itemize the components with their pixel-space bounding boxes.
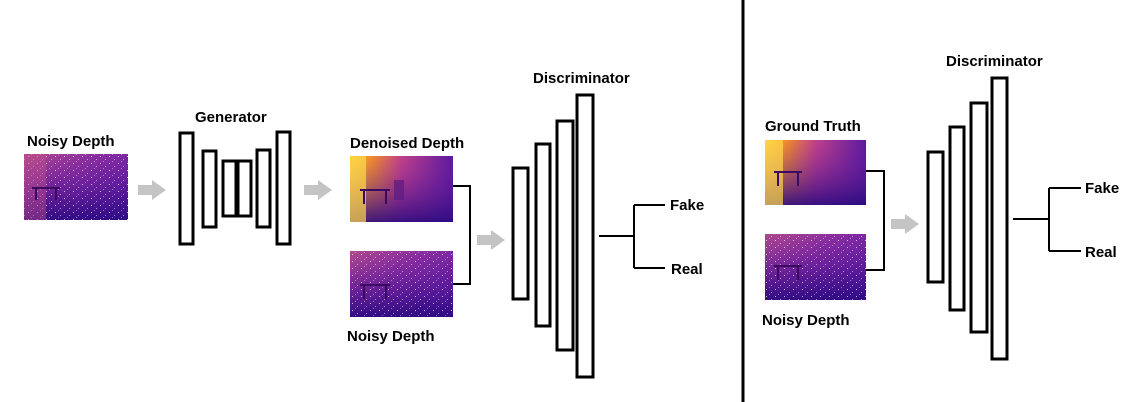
pair-bracket-left: [453, 185, 471, 285]
noisy-depth-label-right: Noisy Depth: [762, 312, 850, 329]
discriminator-layer: [575, 93, 595, 379]
ground-truth-image: [765, 140, 866, 205]
real-label-right: Real: [1085, 244, 1117, 261]
ground-truth-label: Ground Truth: [765, 118, 861, 135]
generator-layer: [275, 130, 292, 246]
fake-label-left: Fake: [670, 197, 704, 214]
arrow-to-denoised: [304, 180, 332, 200]
discriminator-network-right: [926, 76, 1009, 361]
real-label-left: Real: [671, 261, 703, 278]
denoised-depth-label: Denoised Depth: [350, 135, 464, 152]
output-fork-right: [1013, 187, 1081, 252]
discriminator-layer: [534, 142, 552, 328]
noisy-depth-image-right: [765, 234, 866, 300]
discriminator-layer: [926, 150, 945, 284]
noisy-depth-label-left: Noisy Depth: [347, 328, 435, 345]
discriminator-network-left: [511, 93, 595, 379]
generator-layer: [221, 159, 238, 218]
discriminator-layer: [990, 76, 1009, 361]
input-noisy-depth-image: [24, 154, 128, 220]
discriminator-label-left: Discriminator: [533, 70, 630, 87]
noisy-depth-image-left: [350, 251, 453, 317]
generator-layer: [178, 131, 195, 246]
generator-layer: [201, 149, 218, 229]
fake-label-right: Fake: [1085, 180, 1119, 197]
discriminator-layer: [948, 125, 966, 312]
discriminator-label-right: Discriminator: [946, 53, 1043, 70]
discriminator-layer: [511, 166, 530, 301]
arrow-to-discriminator-left: [477, 230, 505, 250]
output-fork-left: [599, 204, 665, 269]
generator-layer: [236, 159, 253, 218]
generator-layer: [255, 148, 272, 229]
discriminator-layer: [969, 101, 989, 334]
arrow-to-discriminator-right: [891, 214, 919, 234]
denoised-depth-image: [350, 156, 453, 222]
generator-network: [178, 130, 292, 246]
input-noisy-depth-label: Noisy Depth: [27, 133, 115, 150]
pair-bracket-right: [866, 170, 885, 271]
discriminator-layer: [555, 119, 575, 352]
generator-label: Generator: [195, 109, 267, 126]
arrow-to-generator: [138, 180, 166, 200]
